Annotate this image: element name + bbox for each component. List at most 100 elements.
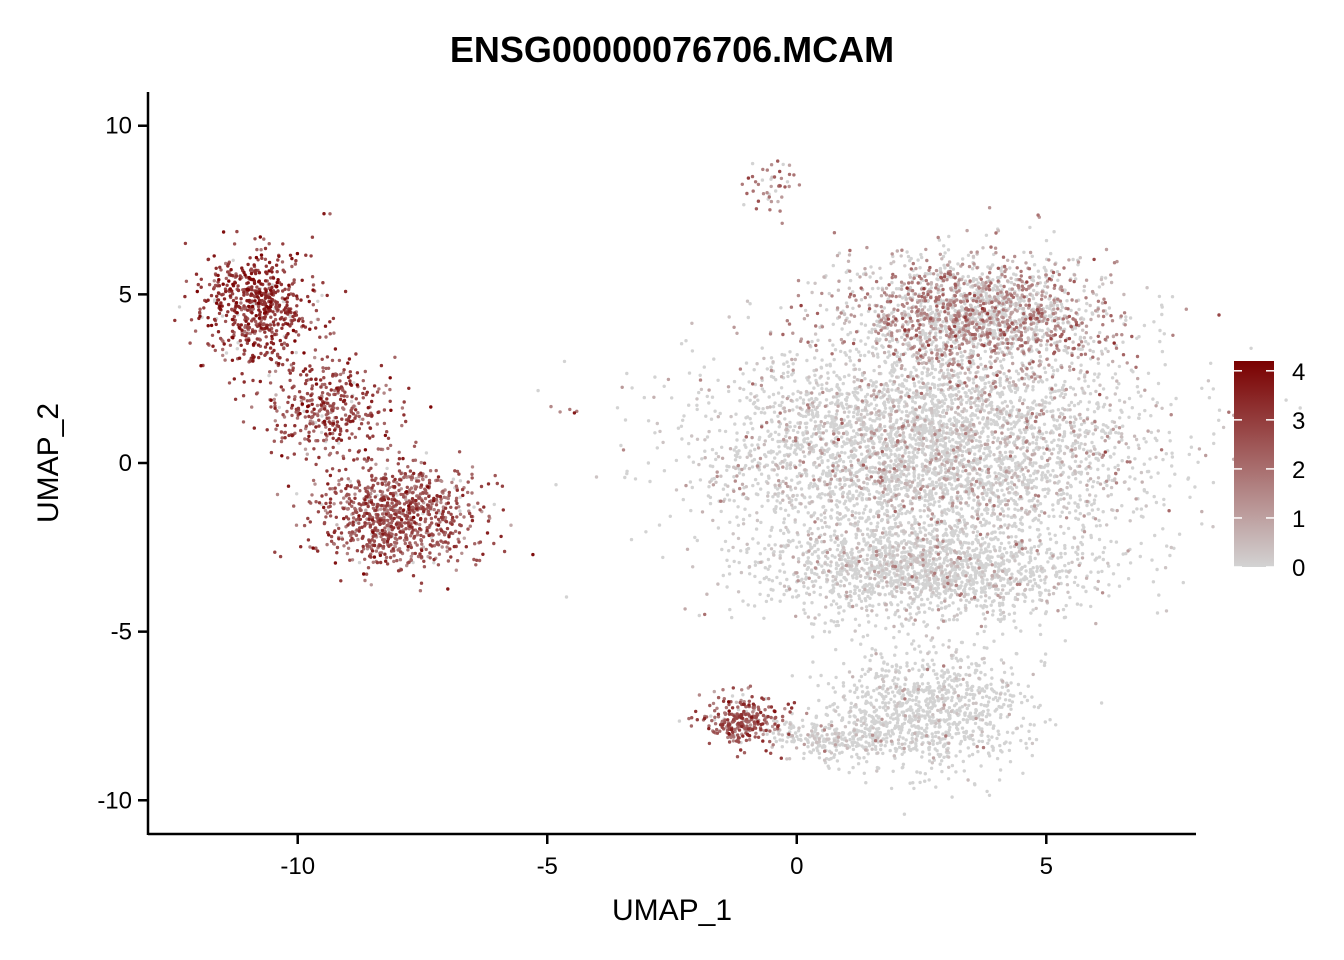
data-point xyxy=(1070,361,1074,365)
data-point xyxy=(784,476,788,480)
data-point xyxy=(738,455,742,459)
data-point xyxy=(886,297,890,301)
data-point xyxy=(835,505,840,509)
data-point xyxy=(827,486,832,490)
data-point xyxy=(1058,575,1062,580)
data-point xyxy=(766,593,770,598)
data-point xyxy=(827,630,832,634)
data-point xyxy=(1114,424,1118,429)
data-point xyxy=(742,422,746,426)
data-point xyxy=(883,593,887,597)
data-point xyxy=(767,395,771,399)
data-point xyxy=(1041,471,1045,475)
data-point xyxy=(1005,412,1009,416)
data-point xyxy=(856,398,860,402)
data-point xyxy=(976,393,981,397)
data-point xyxy=(942,263,946,267)
data-point xyxy=(1035,435,1040,439)
data-point xyxy=(1189,435,1193,439)
data-point xyxy=(931,393,935,398)
data-point xyxy=(810,570,814,575)
data-point xyxy=(821,550,825,555)
data-point xyxy=(1056,456,1060,460)
data-point xyxy=(1109,455,1113,459)
data-point xyxy=(886,464,891,468)
data-point xyxy=(844,353,848,357)
data-point xyxy=(1161,527,1165,531)
data-point xyxy=(970,387,975,391)
data-point xyxy=(968,370,972,375)
data-point xyxy=(999,591,1003,596)
data-point xyxy=(1045,343,1049,347)
data-point xyxy=(1008,287,1012,291)
data-point xyxy=(981,417,985,421)
data-point xyxy=(847,420,852,424)
data-point xyxy=(948,501,952,505)
data-point xyxy=(906,488,910,492)
data-point xyxy=(948,439,952,443)
data-point xyxy=(838,522,842,526)
data-point xyxy=(1090,440,1094,445)
data-point xyxy=(1063,392,1068,397)
data-point xyxy=(887,483,891,488)
data-point xyxy=(938,482,942,486)
data-point xyxy=(732,499,736,503)
data-point xyxy=(829,387,834,392)
data-point xyxy=(889,409,894,413)
data-point xyxy=(861,558,865,562)
data-point xyxy=(946,248,951,252)
data-point xyxy=(859,388,863,392)
data-point xyxy=(751,537,755,541)
data-point xyxy=(869,521,873,526)
data-point xyxy=(881,493,886,497)
data-point xyxy=(851,495,855,499)
data-point xyxy=(676,426,681,430)
data-point xyxy=(832,357,836,362)
data-point xyxy=(987,480,991,484)
data-point xyxy=(1044,395,1048,399)
data-point xyxy=(997,416,1001,421)
data-point xyxy=(1034,485,1039,490)
data-point xyxy=(923,489,927,494)
data-point xyxy=(980,478,984,482)
data-point xyxy=(926,597,930,601)
data-point xyxy=(1009,545,1013,549)
data-point xyxy=(680,437,684,441)
data-point xyxy=(983,482,987,486)
data-point xyxy=(883,360,888,365)
data-point xyxy=(900,410,904,414)
data-point xyxy=(883,424,887,429)
data-point xyxy=(829,538,833,542)
data-point xyxy=(739,549,743,553)
data-point xyxy=(1102,402,1107,407)
data-point xyxy=(737,471,742,475)
data-point xyxy=(1009,550,1013,555)
data-point xyxy=(986,265,990,269)
data-point xyxy=(700,457,704,461)
data-point xyxy=(1001,509,1005,513)
data-point xyxy=(886,355,890,359)
data-point xyxy=(907,521,911,525)
data-point xyxy=(1105,483,1109,488)
data-point xyxy=(819,496,823,500)
data-point xyxy=(971,359,975,363)
data-point xyxy=(1048,473,1053,477)
data-point xyxy=(900,540,904,544)
data-point xyxy=(458,495,462,499)
data-point xyxy=(899,486,903,491)
data-point xyxy=(1051,508,1055,512)
data-point xyxy=(871,604,875,608)
data-point xyxy=(1096,401,1100,405)
data-point xyxy=(981,496,985,500)
data-point xyxy=(646,419,651,423)
data-point xyxy=(1036,528,1041,532)
data-point xyxy=(1051,468,1055,473)
data-point xyxy=(922,521,926,525)
data-point xyxy=(820,460,824,465)
data-point xyxy=(853,588,857,592)
data-point xyxy=(869,265,873,269)
data-point xyxy=(850,547,854,552)
data-point xyxy=(1128,316,1133,320)
data-point xyxy=(803,495,807,500)
data-point xyxy=(302,409,306,413)
